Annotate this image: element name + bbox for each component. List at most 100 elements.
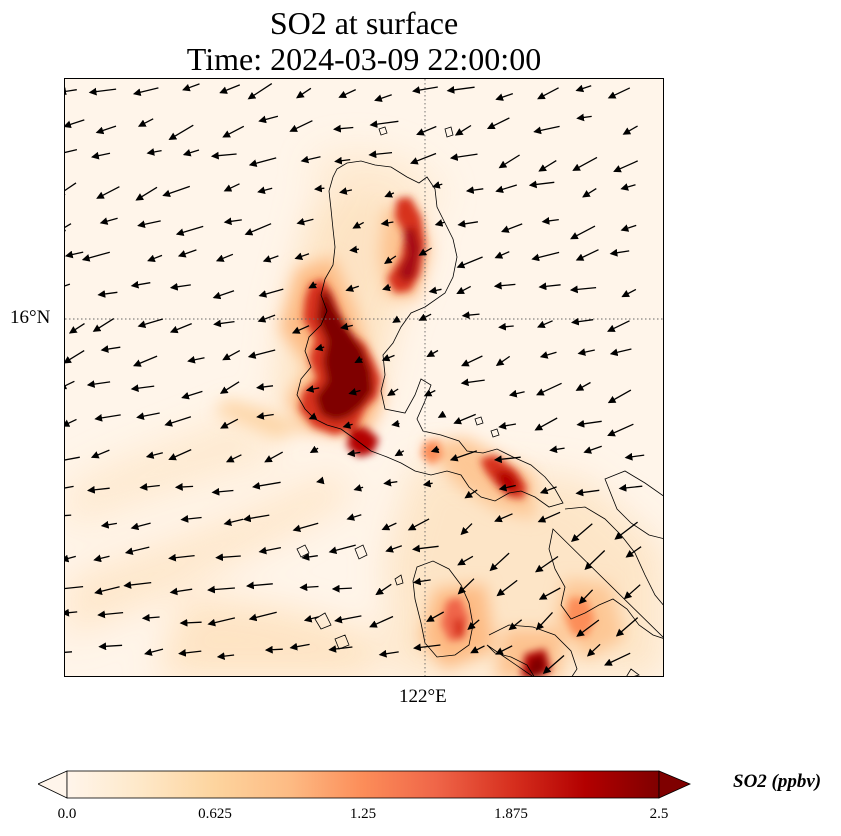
wind-arrow <box>498 322 514 331</box>
wind-arrow <box>247 83 273 100</box>
wind-arrow <box>88 87 117 96</box>
mindoro-coastline <box>412 560 474 658</box>
wind-arrow <box>219 84 241 94</box>
wind-arrow <box>493 455 521 464</box>
wind-arrow <box>342 421 353 429</box>
wind-arrow <box>571 523 593 542</box>
wind-arrow <box>65 283 71 287</box>
wind-arrow <box>180 515 202 523</box>
wind-arrow <box>346 513 362 521</box>
wind-arrow <box>328 544 356 555</box>
wind-arrow <box>215 553 241 562</box>
wind-arrow <box>430 445 440 454</box>
wind-arrow <box>622 125 638 135</box>
wind-arrow <box>314 184 325 193</box>
wind-arrow <box>169 322 192 334</box>
wind-arrow <box>528 180 555 189</box>
wind-arrow <box>92 318 115 332</box>
wind-arrow <box>508 619 523 631</box>
colorbar-extend-high <box>658 770 692 799</box>
wind-arrow <box>620 183 636 191</box>
wind-arrow <box>582 188 597 198</box>
wind-arrow <box>179 618 202 627</box>
wind-arrow <box>426 611 445 622</box>
wind-arrow <box>575 381 591 391</box>
wind-arrow <box>613 160 638 173</box>
wind-arrow <box>334 615 362 624</box>
wind-arrow <box>289 642 310 651</box>
wind-arrow <box>380 218 394 227</box>
wind-arrow <box>331 584 352 593</box>
wind-arrow <box>87 485 110 494</box>
wind-arrow <box>604 652 631 666</box>
wind-arrow <box>586 643 601 657</box>
wind-arrow <box>508 389 525 398</box>
wind-arrow <box>369 615 394 628</box>
wind-arrow <box>252 481 281 490</box>
wind-arrow <box>409 152 437 165</box>
wind-arrow <box>264 645 283 654</box>
wind-arrow <box>428 286 442 295</box>
wind-arrow <box>500 223 523 233</box>
wind-arrow <box>213 319 235 328</box>
colorbar-tick-label: 0.0 <box>57 806 77 822</box>
wind-arrow <box>162 185 191 198</box>
wind-arrow <box>349 245 359 254</box>
wind-arrow <box>65 250 84 259</box>
wind-arrow <box>289 120 313 132</box>
wind-arrow <box>301 553 318 561</box>
wind-arrow <box>258 546 282 555</box>
wind-arrow <box>460 378 485 387</box>
wind-arrow <box>449 153 478 161</box>
wind-arrow <box>93 554 110 563</box>
wind-arrow <box>132 87 159 97</box>
wind-arrow <box>446 85 475 94</box>
wind-arrow <box>242 514 270 523</box>
wind-arrow <box>494 251 510 259</box>
wind-arrow <box>423 389 436 397</box>
wind-arrow <box>537 320 553 329</box>
wind-arrow <box>222 125 245 138</box>
wind-arrow <box>625 546 642 558</box>
wind-arrow <box>130 522 151 531</box>
wind-arrow <box>381 354 395 362</box>
wind-arrow <box>225 454 242 463</box>
wind-arrow <box>65 223 72 232</box>
wind-arrow <box>256 383 274 391</box>
wind-arrow <box>535 555 559 573</box>
wind-arrow <box>257 314 276 323</box>
wind-arrow <box>181 390 203 400</box>
colorbar-gradient <box>66 770 660 799</box>
wind-arrow <box>65 456 80 461</box>
wind-arrow <box>100 345 121 353</box>
longitude-tick-label: 122°E <box>399 686 447 707</box>
wind-arrow <box>124 546 150 555</box>
wind-arrow <box>296 87 312 99</box>
wind-arrow <box>65 87 77 96</box>
wind-arrow <box>299 583 319 592</box>
wind-arrow <box>353 484 364 492</box>
map-panel <box>64 78 664 677</box>
wind-arrow <box>391 419 400 428</box>
wind-arrow <box>68 323 85 334</box>
wind-arrow <box>539 351 557 359</box>
wind-arrow <box>576 419 602 428</box>
wind-arrow <box>303 614 320 623</box>
wind-arrow <box>65 485 74 489</box>
wind-arrow <box>146 148 162 156</box>
wind-arrow <box>222 350 241 361</box>
wind-arrow <box>535 611 553 631</box>
wind-arrow <box>537 511 561 523</box>
wind-arrow <box>314 343 325 352</box>
wind-arrow <box>493 281 516 290</box>
wind-arrow <box>212 290 235 300</box>
wind-arrow <box>338 89 356 98</box>
wind-arrow <box>575 249 599 261</box>
wind-arrow <box>247 349 276 359</box>
wind-arrow <box>145 451 163 459</box>
wind-arrow <box>607 87 631 99</box>
wind-arrow <box>461 311 480 319</box>
wind-arrow <box>135 186 158 201</box>
wind-arrow <box>300 155 321 164</box>
small-islands <box>296 126 640 676</box>
